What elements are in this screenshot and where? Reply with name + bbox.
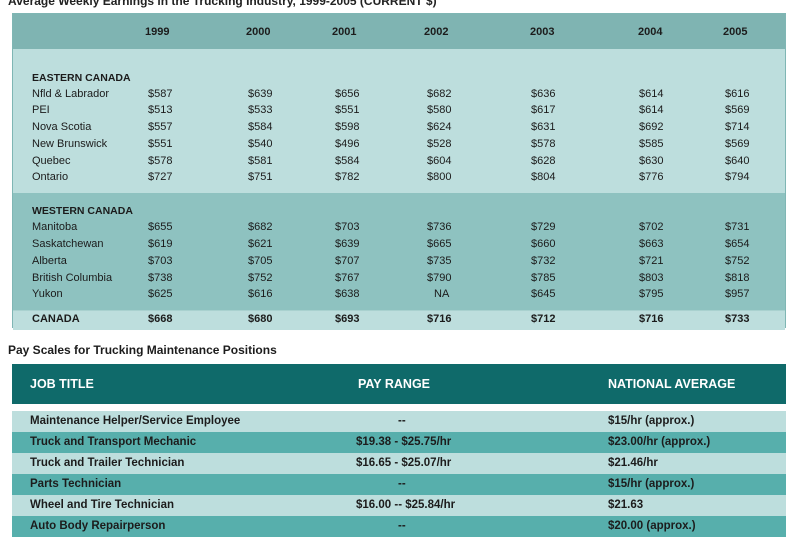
year-header-2005: 2005: [723, 26, 748, 38]
table-row: Alberta $703 $705 $707 $735 $732 $721 $7…: [32, 255, 750, 267]
table-row: Nfld & Labrador $587 $639 $656 $682 $636…: [32, 88, 750, 100]
table-row: Quebec $578 $581 $584 $604 $628 $630 $64…: [32, 155, 750, 167]
table-row: Yukon $625 $616 $638 NA $645 $795 $957: [32, 288, 750, 300]
year-header-2004: 2004: [638, 26, 663, 38]
column-header-job-title: JOB TITLE: [30, 377, 94, 391]
table-row: Auto Body Repairperson -- $20.00 (approx…: [12, 516, 786, 537]
header-divider: [12, 404, 786, 411]
year-header-2000: 2000: [246, 26, 271, 38]
earnings-table: 1999 2000 2001 2002 2003 2004 2005 EASTE…: [12, 13, 786, 330]
table-row: Nova Scotia $557 $584 $598 $624 $631 $69…: [32, 121, 750, 133]
earnings-table-header: 1999 2000 2001 2002 2003 2004 2005: [13, 14, 785, 49]
table-row: Manitoba $655 $682 $703 $736 $729 $702 $…: [32, 221, 750, 233]
western-canada-section: WESTERN CANADA Manitoba $655 $682 $703 $…: [13, 193, 785, 310]
pay-scales-title: Pay Scales for Trucking Maintenance Posi…: [8, 343, 277, 357]
table-row: Ontario $727 $751 $782 $800 $804 $776 $7…: [32, 171, 750, 183]
table-row: Truck and Trailer Technician $16.65 - $2…: [12, 453, 786, 474]
year-header-1999: 1999: [145, 26, 170, 38]
pay-scales-header: JOB TITLE PAY RANGE NATIONAL AVERAGE: [12, 364, 786, 404]
pay-scales-table: JOB TITLE PAY RANGE NATIONAL AVERAGE Mai…: [12, 364, 786, 537]
canada-total-row: CANADA $668 $680 $693 $716 $712 $716 $73…: [32, 313, 750, 325]
column-header-national-average: NATIONAL AVERAGE: [608, 377, 736, 391]
section-heading-eastern: EASTERN CANADA: [32, 72, 131, 84]
table-row: Saskatchewan $619 $621 $639 $665 $660 $6…: [32, 238, 750, 250]
table-row: Maintenance Helper/Service Employee -- $…: [12, 411, 786, 432]
table-row: British Columbia $738 $752 $767 $790 $78…: [32, 272, 750, 284]
year-header-2003: 2003: [530, 26, 555, 38]
year-header-2002: 2002: [424, 26, 449, 38]
section-heading-western: WESTERN CANADA: [32, 205, 133, 217]
table-row: Wheel and Tire Technician $16.00 -- $25.…: [12, 495, 786, 516]
earnings-table-title: Average Weekly Earnings in the Trucking …: [8, 0, 437, 8]
year-header-2001: 2001: [332, 26, 357, 38]
table-row: PEI $513 $533 $551 $580 $617 $614 $569: [32, 104, 750, 116]
canada-total-section: CANADA $668 $680 $693 $716 $712 $716 $73…: [13, 310, 785, 330]
eastern-canada-section: EASTERN CANADA Nfld & Labrador $587 $639…: [13, 49, 785, 193]
table-row: New Brunswick $551 $540 $496 $528 $578 $…: [32, 138, 750, 150]
table-row: Truck and Transport Mechanic $19.38 - $2…: [12, 432, 786, 453]
column-header-pay-range: PAY RANGE: [358, 377, 431, 391]
table-row: Parts Technician -- $15/hr (approx.): [12, 474, 786, 495]
